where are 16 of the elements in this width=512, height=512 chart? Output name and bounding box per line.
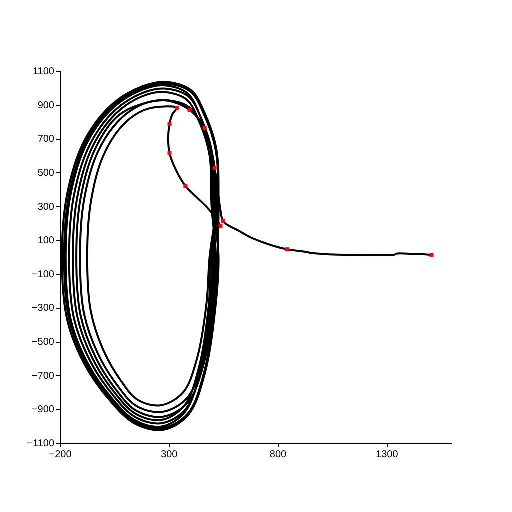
y-tick-label: −100 xyxy=(32,269,55,280)
x-tick-label: −200 xyxy=(49,450,72,460)
y-tick-label: 1100 xyxy=(32,66,55,78)
y-tick-label: −1100 xyxy=(27,438,55,450)
y-tick-label: 300 xyxy=(38,202,55,213)
y-tick-label: 500 xyxy=(38,168,55,179)
y-tick-label: −300 xyxy=(32,303,55,314)
y-tick-label: 700 xyxy=(38,134,55,146)
x-tick-label: 1300 xyxy=(376,450,399,460)
y-tick-label: 900 xyxy=(38,100,55,112)
y-tick-label: 100 xyxy=(38,236,55,247)
y-tick-label: −700 xyxy=(32,370,55,382)
y-tick-label: −500 xyxy=(32,337,55,348)
y-tick-label: −900 xyxy=(32,404,55,416)
x-tick-label: 800 xyxy=(270,450,288,460)
x-tick-label: 300 xyxy=(161,450,178,460)
